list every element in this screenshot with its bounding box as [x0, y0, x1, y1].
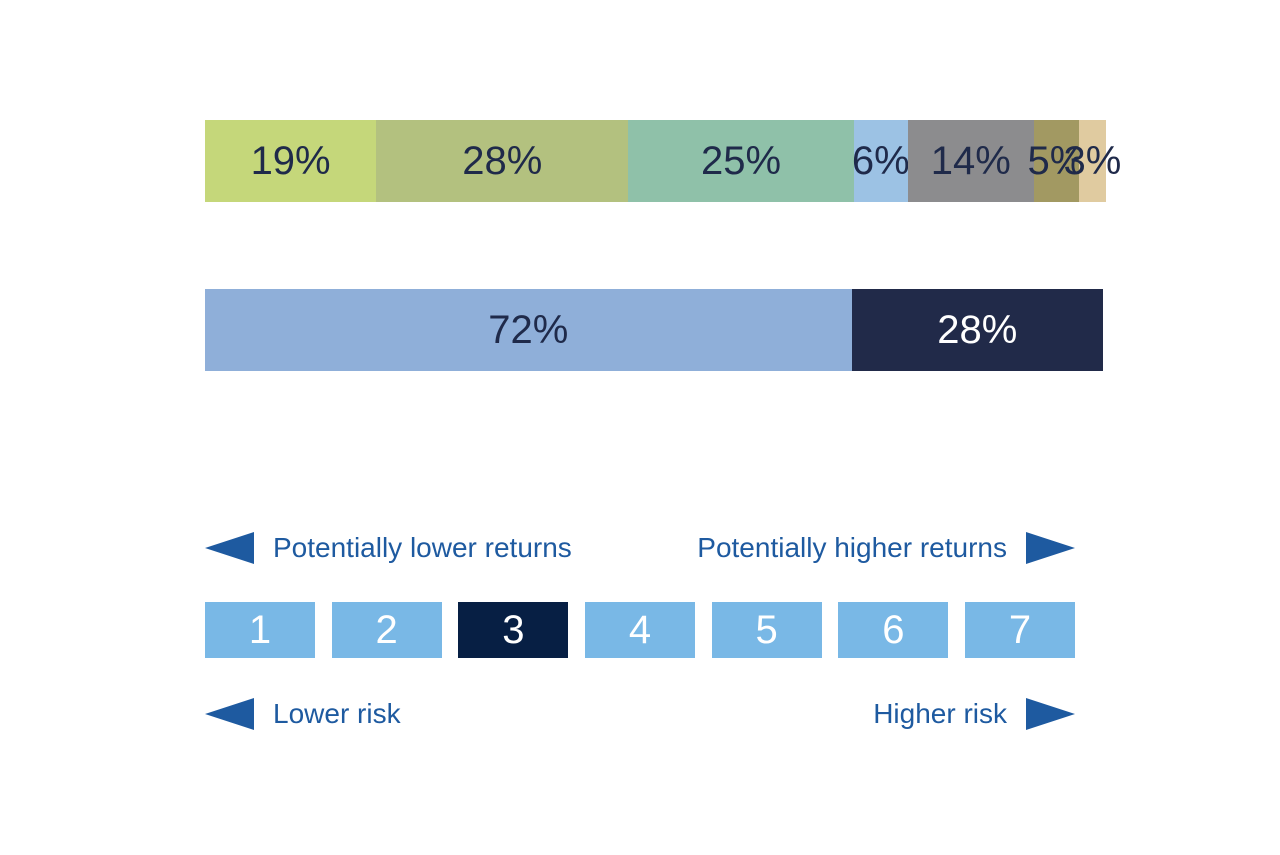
left-arrow-icon [205, 532, 254, 564]
right-arrow-icon [1026, 532, 1075, 564]
lower-returns-label: Potentially lower returns [273, 532, 572, 563]
risk-level-5: 5 [711, 602, 822, 658]
lower-risk-label: Lower risk [273, 698, 401, 729]
bar-segment: 3% [1064, 120, 1121, 202]
bar-segment: 14% [907, 120, 1034, 202]
risk-level-7: 7 [965, 602, 1075, 658]
risk-arrow-row: Lower risk Higher risk [205, 697, 1075, 731]
right-arrow-icon [1026, 698, 1075, 730]
allocation-bar: 19% 28% 25% 6% 14% 5% 3% [205, 120, 1121, 202]
bar-segment: 72% [205, 289, 852, 371]
risk-level-6: 6 [838, 602, 949, 658]
higher-returns-label: Potentially higher returns [697, 532, 1007, 563]
bar-segment: 25% [628, 120, 854, 202]
bar-segment: 19% [205, 120, 377, 202]
risk-level-3: 3 [458, 602, 569, 658]
risk-level-1: 1 [205, 602, 315, 658]
returns-arrow-row: Potentially lower returns Potentially hi… [205, 531, 1075, 565]
bar-segment: 28% [851, 289, 1103, 371]
risk-level-4: 4 [585, 602, 695, 658]
split-bar: 72% 28% [205, 289, 1103, 371]
bar-segment: 6% [852, 120, 910, 202]
risk-level-2: 2 [331, 602, 442, 658]
bar-segment: 5% [1028, 120, 1085, 202]
bar-segment: 28% [376, 120, 629, 202]
higher-risk-label: Higher risk [873, 698, 1007, 729]
left-arrow-icon [205, 698, 254, 730]
